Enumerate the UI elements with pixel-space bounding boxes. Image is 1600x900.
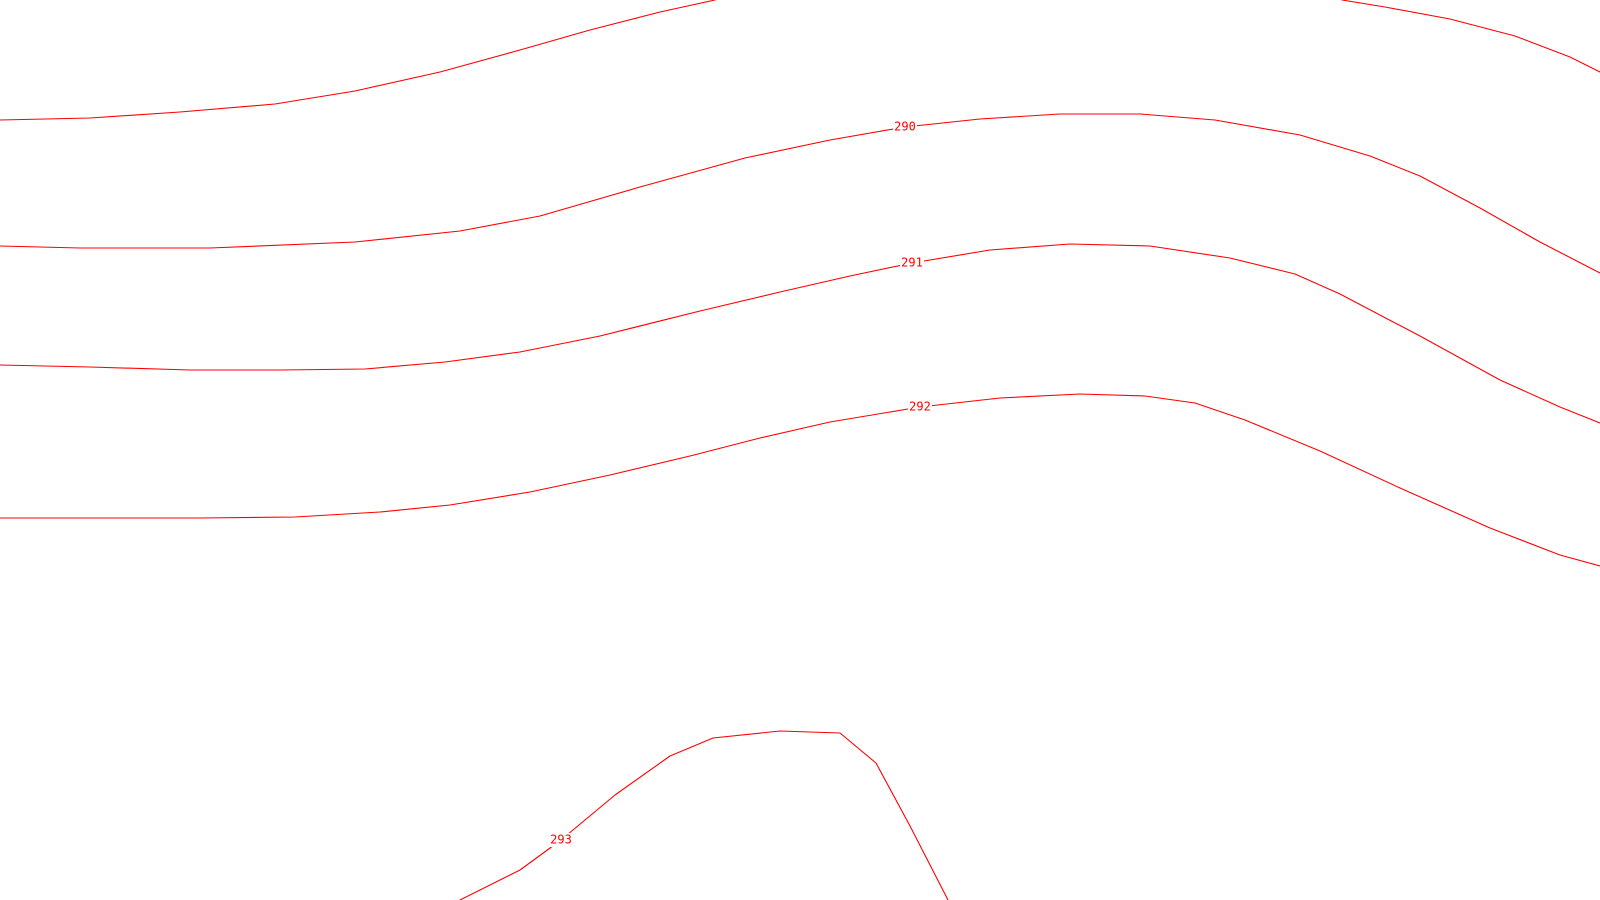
contour-line-unlabeled-top <box>0 0 716 121</box>
contour-line-293 <box>459 730 949 900</box>
contour-label-291: 291 <box>901 256 923 270</box>
contour-label-background <box>900 256 924 270</box>
contour-line-unlabeled-top-right <box>1341 0 1600 73</box>
contour-label-layer: 290 291 292 293 <box>549 120 932 847</box>
contour-label-292: 292 <box>909 400 931 414</box>
contour-label-background <box>908 400 932 414</box>
contour-label-background <box>893 120 917 134</box>
contour-line-290 <box>0 113 1600 274</box>
contour-line-292 <box>0 393 1600 567</box>
contour-label-293: 293 <box>550 833 572 847</box>
contour-label-290: 290 <box>894 120 916 134</box>
contour-label-background <box>549 833 573 847</box>
contour-line-291 <box>0 243 1600 424</box>
